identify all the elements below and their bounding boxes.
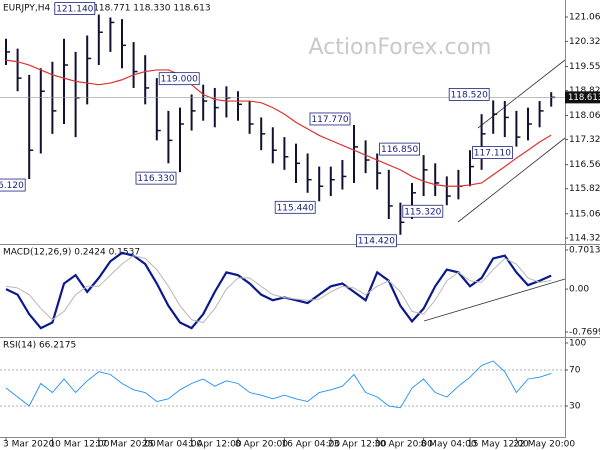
annotation-label: 115.320: [404, 207, 441, 217]
x-tick-label: 15 May 12:00: [467, 440, 529, 450]
trend-line: [423, 278, 566, 322]
y-tick-label: 121.065: [569, 13, 600, 23]
annotation-label: 116.850: [381, 145, 418, 155]
rsi-header: RSI(14) 66.2175: [3, 341, 76, 351]
watermark: ActionForex.com: [309, 35, 492, 60]
channel-line: [457, 137, 566, 223]
annotation-label: 115.440: [277, 203, 314, 213]
x-tick-label: 8 May 04:00: [421, 440, 477, 450]
x-tick-label: 1 Apr 12:00: [189, 440, 242, 450]
x-tick-label: 17 Mar 20:00: [96, 440, 156, 450]
y-tick-label: 115.060: [569, 209, 600, 219]
annotation-box: [471, 146, 513, 160]
annotation-label: 119.000: [161, 75, 198, 85]
x-tick-label: 8 Apr 20:00: [235, 440, 288, 450]
y-tick-label: 115.825: [569, 184, 600, 194]
y-tick-label: 116.560: [569, 160, 600, 170]
x-tick-label: 22 May 20:00: [513, 440, 575, 450]
price-header: EURJPY,H4 118.660 118.771 118.330 118.61…: [3, 4, 211, 14]
annotation-box: [54, 2, 96, 15]
rsi-line: [5, 360, 552, 409]
macd-header: MACD(12,26,9) 0.2424 0.1537: [3, 248, 140, 258]
macd-line: [5, 251, 552, 330]
x-tick-label: 3 Mar 2020: [3, 440, 55, 450]
y-tick-label: 100: [569, 338, 586, 348]
y-tick-label: 118.820: [569, 86, 600, 96]
current-price-label: 118.613: [568, 93, 600, 103]
y-tick-label: 0.7013: [569, 246, 600, 256]
annotation-label: 121.140: [56, 5, 93, 15]
y-tick-label: 118.06: [569, 111, 600, 121]
x-tick-label: 23 Apr 12:00: [328, 440, 387, 450]
x-tick-label: 16 Apr 04:00: [281, 440, 340, 450]
y-tick-label: 30: [569, 402, 581, 412]
moving-average: [5, 59, 552, 187]
annotation-box: [158, 72, 200, 86]
annotation-box: [448, 87, 490, 101]
annotation-label: 116.330: [137, 174, 174, 184]
y-tick-label: -0.7699: [569, 327, 600, 337]
annotation-box: [402, 204, 444, 218]
annotation-box: [309, 112, 351, 126]
annotation-label: 114.420: [358, 237, 395, 247]
y-tick-label: 117.325: [569, 135, 600, 145]
y-tick-label: 70: [569, 365, 581, 375]
annotation-box: [355, 234, 397, 248]
signal-line: [5, 255, 552, 324]
y-tick-label: 119.555: [569, 62, 600, 72]
y-tick-label: 120.320: [569, 37, 600, 47]
x-tick-label: 10 Mar 12:00: [49, 440, 109, 450]
y-tick-label: 0.00: [569, 285, 589, 295]
annotation-label: 118.520: [451, 90, 488, 100]
annotation-label: 117.110: [474, 149, 511, 159]
current-price-box: [565, 91, 600, 104]
y-tick-label: 114.320: [569, 234, 600, 244]
annotation-label: 117.770: [311, 115, 348, 125]
annotation-label: 116.120: [0, 181, 24, 191]
annotation-box: [274, 200, 316, 214]
annotation-box: [379, 142, 421, 156]
x-tick-label: 25 Mar 04:00: [142, 440, 202, 450]
x-tick-label: 30 Apr 20:00: [374, 440, 433, 450]
annotation-box: [135, 171, 177, 185]
annotation-box: [0, 178, 26, 192]
